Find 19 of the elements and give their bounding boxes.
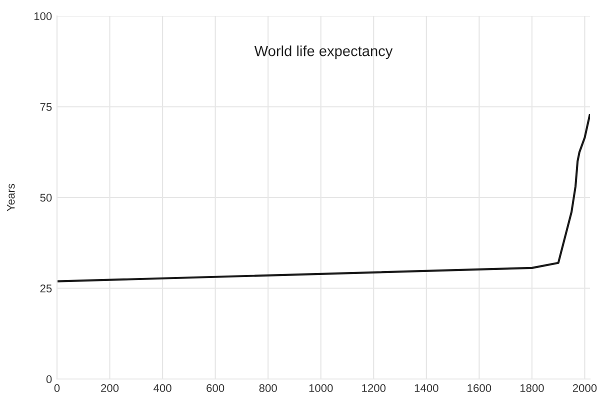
x-tick-label: 800 — [259, 384, 277, 392]
y-tick-label: 0 — [46, 375, 52, 384]
y-tick-label: 100 — [34, 12, 52, 20]
text: World life expectancy — [254, 46, 393, 60]
y-tick-label: 25 — [40, 284, 52, 292]
x-tick-label: 1400 — [414, 384, 438, 392]
y-axis-title: Years — [6, 184, 15, 212]
x-tick-label: 600 — [206, 384, 224, 392]
x-tick-label: 400 — [154, 384, 172, 392]
x-tick-label: 2000 — [572, 384, 597, 392]
x-tick-label: 1600 — [468, 384, 492, 392]
x-tick-label: 1800 — [520, 384, 544, 392]
line-series — [57, 114, 590, 282]
y-tick-label: 50 — [40, 194, 52, 202]
x-tick-label: 1000 — [309, 384, 333, 392]
y-tick-label: 75 — [40, 103, 52, 111]
x-tick-label: 0 — [54, 384, 60, 392]
x-tick-label: 1200 — [362, 384, 386, 392]
x-tick-label: 200 — [101, 384, 119, 392]
